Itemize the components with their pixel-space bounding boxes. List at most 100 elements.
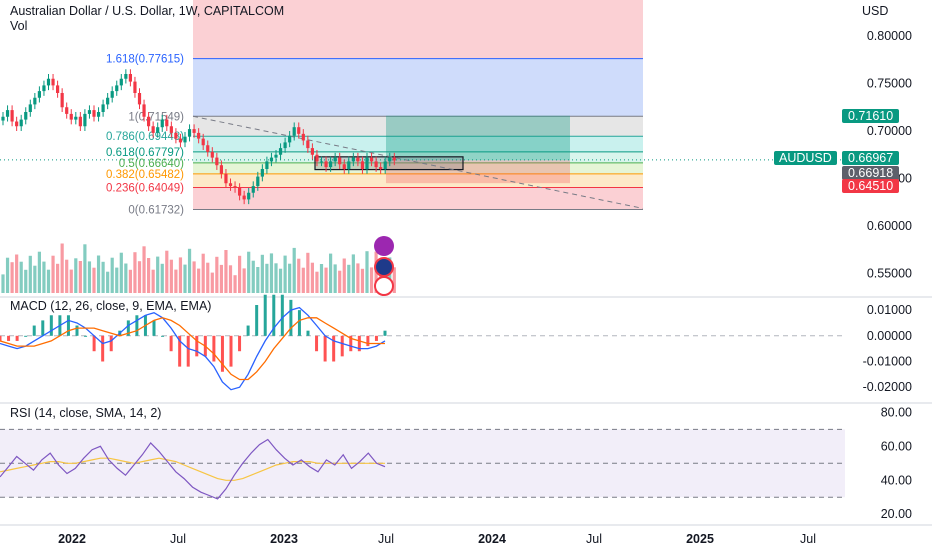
candle-body	[110, 91, 114, 98]
candle-body	[233, 186, 237, 188]
volume-bar	[369, 267, 374, 293]
volume-bar	[219, 264, 223, 293]
fib-zone-5	[193, 162, 643, 174]
volume-bar	[228, 265, 233, 293]
chart-title: Australian Dollar / U.S. Dollar, 1W, CAP…	[10, 4, 285, 18]
candle-body	[379, 167, 383, 169]
candle-body	[65, 107, 69, 114]
volume-bar	[174, 269, 178, 293]
volume-bar	[151, 269, 155, 293]
macd-histogram-bar	[41, 320, 45, 336]
macd-histogram-bar	[186, 335, 190, 367]
australia-flag-icon[interactable]	[374, 257, 394, 277]
macd-histogram-bar	[366, 335, 370, 347]
volume-bar	[92, 267, 96, 293]
macd-histogram-bar	[0, 335, 2, 341]
volume-bar	[360, 268, 365, 293]
volume-bar	[128, 269, 132, 293]
fib-zone-1	[193, 116, 643, 137]
volume-bar	[147, 258, 151, 293]
candle-body	[137, 93, 142, 105]
candle-body	[333, 157, 337, 162]
volume-bar	[28, 255, 32, 293]
volume-bar	[15, 254, 19, 293]
candle-body	[46, 78, 51, 86]
volume-bar	[115, 267, 119, 293]
candle-body	[251, 186, 255, 193]
candle-body	[292, 127, 296, 136]
candle-body	[201, 138, 205, 146]
candle-body	[24, 112, 28, 120]
trend-line	[192, 115, 644, 209]
macd-axis-tick: -0.02000	[863, 380, 912, 394]
currency-label: USD	[862, 4, 889, 18]
macd-histogram-bar	[238, 335, 242, 352]
position-profit-zone	[386, 115, 570, 161]
volume-bar	[301, 267, 305, 293]
candle-body	[206, 145, 210, 152]
macd-histogram-bar	[306, 330, 310, 336]
lightning-event-icon[interactable]	[374, 236, 394, 256]
candle-body	[19, 119, 23, 127]
volume-bar	[101, 261, 105, 293]
candle-body	[15, 121, 19, 127]
macd-histogram-bar	[332, 335, 336, 362]
candle-body	[374, 161, 378, 168]
macd-histogram-bar	[255, 305, 259, 336]
candle-body	[147, 116, 151, 127]
price-badge-entry: 0.66918	[842, 166, 900, 180]
fib-level-label: 0.5(0.66640)	[119, 158, 184, 170]
candle-body	[365, 157, 369, 169]
macd-histogram-bar	[263, 294, 267, 336]
macd-histogram-bar	[152, 320, 156, 336]
candle-body	[301, 133, 305, 141]
volume-bar	[169, 259, 173, 293]
candle-body	[174, 132, 178, 139]
price-badge-stop: 0.64510	[842, 179, 900, 193]
rsi-axis-tick: 60.00	[881, 439, 912, 453]
volume-bar	[288, 263, 292, 293]
macd-histogram-bar	[84, 335, 88, 337]
volume-bar	[96, 255, 101, 293]
volume-bar	[106, 271, 110, 293]
volume-bar	[297, 258, 301, 293]
macd-histogram-bar	[357, 335, 361, 352]
volume-bar	[110, 257, 114, 293]
candle-body	[165, 119, 169, 127]
candle-body	[274, 154, 278, 158]
candle-body	[101, 104, 105, 112]
rsi-line	[0, 438, 386, 500]
macd-line	[0, 306, 386, 391]
volume-bar	[333, 264, 337, 293]
macd-axis-tick: 0.00000	[867, 329, 912, 343]
candle-body	[192, 129, 196, 133]
rsi-axis-tick: 80.00	[881, 405, 912, 419]
candle-body	[224, 173, 228, 184]
time-axis-tick: Jul	[800, 532, 816, 546]
volume-bar	[197, 268, 201, 293]
volume-bar	[342, 258, 346, 293]
volume-bar	[315, 271, 319, 293]
volume-bar	[124, 263, 128, 293]
macd-label: MACD (12, 26, close, 9, EMA, EMA)	[10, 299, 212, 313]
candle-body	[238, 188, 242, 196]
time-axis-tick: Jul	[586, 532, 602, 546]
volume-bar	[33, 265, 37, 293]
volume-bar	[133, 252, 137, 293]
candle-body	[69, 113, 73, 120]
candle-body	[306, 140, 310, 149]
candle-body	[283, 142, 287, 149]
candle-body	[115, 85, 119, 92]
price-axis-tick: 0.60000	[867, 219, 912, 233]
volume-bar	[351, 254, 355, 293]
time-axis-tick: 2022	[58, 532, 86, 546]
volume-bar	[46, 269, 51, 293]
price-axis-tick: 0.55000	[867, 267, 912, 281]
candle-body	[42, 85, 46, 92]
us-flag-icon[interactable]	[374, 276, 394, 296]
volume-bar	[310, 262, 314, 293]
rsi-axis-tick: 40.00	[881, 473, 912, 487]
candle-body	[360, 161, 365, 169]
fib-level-label: 0.382(0.65482)	[106, 169, 184, 181]
